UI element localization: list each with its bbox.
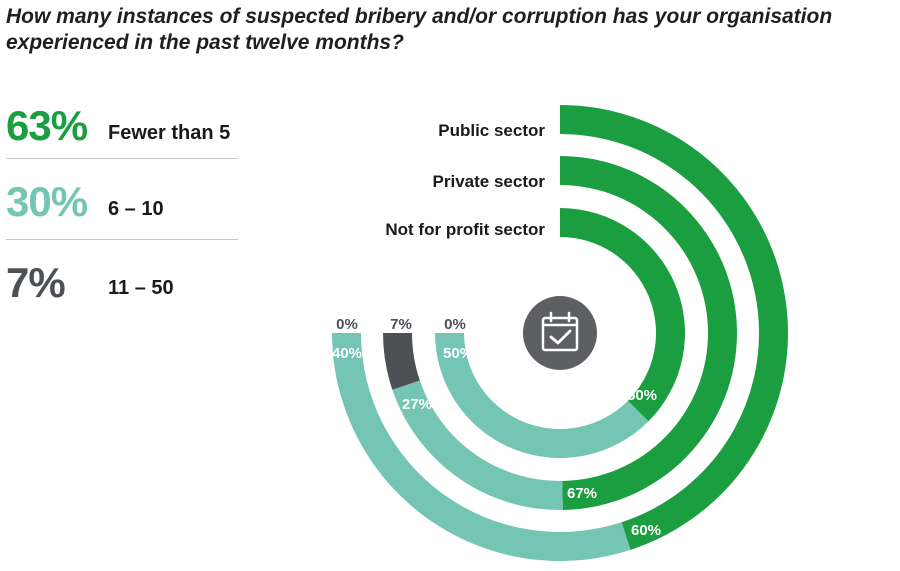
value-label-private-fewer-than-5: 67% (567, 485, 597, 502)
series-label-private-sector: Private sector (433, 172, 546, 191)
value-label-public-11-50: 0% (336, 316, 358, 333)
value-label-nonprofit-fewer-than-5: 50% (627, 387, 657, 404)
legend-item-11-50: 7% 11 – 50 (6, 240, 238, 318)
arc-public-sector-6-10 (332, 333, 631, 562)
arc-not-for-profit-sector-fewer-than-5 (560, 208, 686, 422)
series-label-public-sector: Public sector (438, 121, 545, 140)
legend-item-fewer-than-5: 63% Fewer than 5 (6, 100, 238, 159)
arc-not-for-profit-sector-6-10 (435, 333, 649, 458)
legend-item-6-10: 30% 6 – 10 (6, 159, 238, 240)
legend-percent: 63% (6, 102, 88, 149)
summary-legend: 63% Fewer than 5 30% 6 – 10 7% 11 – 50 (6, 100, 238, 318)
series-label-not-for-profit-sector: Not for profit sector (385, 220, 545, 239)
legend-label: 11 – 50 (108, 277, 174, 299)
value-label-public-fewer-than-5: 60% (631, 522, 661, 539)
legend-percent: 7% (6, 259, 66, 306)
arc-private-sector-6-10 (392, 380, 563, 510)
arc-private-sector-fewer-than-5 (560, 156, 738, 510)
value-label-private-11-50: 7% (390, 316, 412, 333)
arc-private-sector-11-50 (383, 333, 420, 390)
value-label-nonprofit-11-50: 0% (444, 316, 466, 333)
calendar-check-icon (523, 296, 597, 370)
legend-percent: 30% (6, 178, 88, 225)
legend-label: 6 – 10 (108, 198, 164, 220)
chart-title: How many instances of suspected bribery … (6, 5, 833, 54)
arc-public-sector-fewer-than-5 (560, 105, 789, 550)
legend-label: Fewer than 5 (108, 122, 231, 144)
value-label-private-6-10: 27% (402, 396, 432, 413)
value-label-public-6-10: 40% (332, 345, 362, 362)
value-label-nonprofit-6-10: 50% (443, 345, 473, 362)
